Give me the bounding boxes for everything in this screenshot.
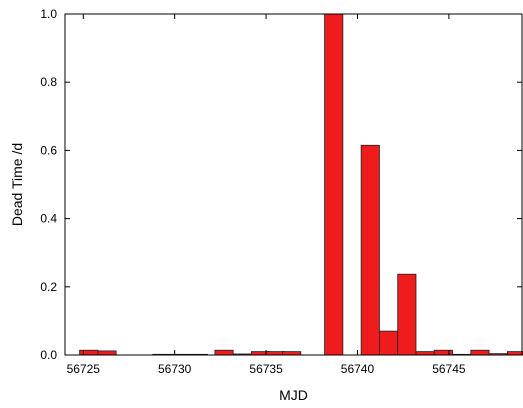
x-tick-label: 56730	[158, 362, 192, 376]
x-tick-label: 56725	[67, 362, 101, 376]
bars-group	[79, 13, 523, 356]
x-axis-ticks: 56725 56730 56735 56740 56745	[67, 14, 466, 376]
bar	[324, 13, 344, 356]
x-tick-label: 56745	[432, 362, 466, 376]
y-tick-label: 1.0	[40, 7, 57, 21]
bar	[415, 351, 435, 356]
y-tick-label: 0.0	[40, 348, 57, 362]
bar	[214, 349, 234, 356]
x-axis-label: MJD	[279, 387, 308, 403]
bar	[379, 330, 399, 356]
bar	[433, 349, 453, 356]
y-tick-label: 0.2	[40, 280, 57, 294]
bar	[79, 349, 99, 356]
bar	[506, 351, 523, 356]
bar	[397, 273, 417, 356]
y-tick-label: 0.8	[40, 75, 57, 89]
y-tick-label: 0.6	[40, 143, 57, 157]
bar	[97, 350, 117, 356]
bar	[282, 351, 302, 356]
y-tick-label: 0.4	[40, 212, 57, 226]
x-tick-label: 56735	[249, 362, 283, 376]
y-axis-ticks: 0.0 0.2 0.4 0.6 0.8 1.0	[40, 7, 522, 362]
bar	[265, 351, 285, 356]
y-axis-label: Dead Time /d	[9, 143, 25, 226]
plot-frame	[64, 13, 523, 356]
bar	[470, 349, 490, 356]
bar	[360, 144, 380, 356]
x-tick-label: 56740	[341, 362, 375, 376]
